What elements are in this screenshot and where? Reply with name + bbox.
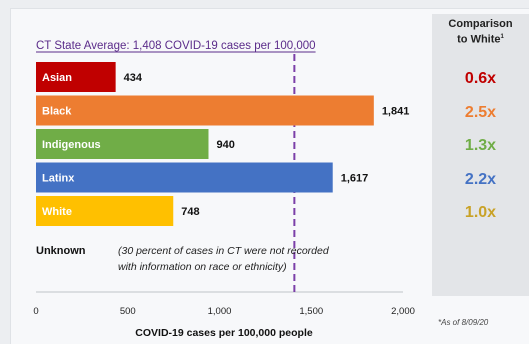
bar-category-label: Asian — [42, 72, 72, 84]
x-tick-label: 2,000 — [391, 306, 415, 317]
comparison-value-black: 2.5x — [464, 103, 497, 121]
bar-category-label: Black — [42, 106, 72, 118]
bar-latinx — [36, 162, 333, 193]
bar-value-label: 748 — [181, 206, 199, 218]
bar-indigenous — [36, 129, 209, 159]
x-tick-label: 500 — [120, 306, 136, 317]
bar-category-label: Latinx — [42, 173, 75, 185]
bar-asian — [36, 62, 116, 92]
bar-category-label: White — [42, 206, 72, 218]
x-tick-label: 1,000 — [208, 306, 232, 317]
unknown-note-line2: with information on race or ethnicity) — [118, 261, 287, 273]
bar-value-label: 1,841 — [382, 106, 410, 118]
bar-value-label: 940 — [216, 139, 234, 151]
unknown-label: Unknown — [36, 245, 86, 257]
bar-white — [36, 196, 174, 226]
bar-value-label: 1,617 — [341, 173, 369, 185]
x-tick-label: 1,500 — [299, 306, 323, 317]
comparison-panel: Comparison to White1 0.6x 2.5x 1.3x 2.2x 1.0… — [432, 14, 529, 296]
comparison-value-asian: 0.6x — [464, 70, 497, 87]
x-tick-label: 0 — [33, 306, 38, 317]
unknown-note-line1: (30 percent of cases in CT were not reco… — [118, 245, 330, 257]
comparison-value-indigenous: 1.3x — [464, 137, 497, 154]
chart-title: CT State Average: 1,408 COVID-19 cases p… — [36, 40, 316, 52]
comparison-value-latinx: 2.2x — [464, 170, 497, 188]
comparison-title: Comparison to White1 — [448, 18, 513, 46]
bar-value-label: 434 — [124, 72, 143, 84]
bar-category-label: Indigenous — [42, 139, 101, 151]
x-axis-label: COVID-19 cases per 100,000 people — [135, 327, 313, 339]
footnote: *As of 8/09/20 — [438, 318, 489, 327]
comparison-value-white: 1.0x — [464, 204, 497, 221]
bar-black — [36, 95, 374, 126]
